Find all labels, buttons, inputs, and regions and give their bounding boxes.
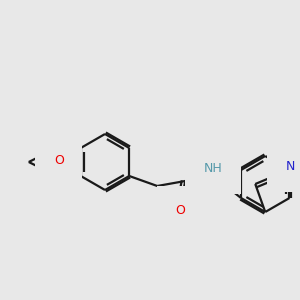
Text: O: O [54, 158, 64, 170]
Text: O: O [175, 205, 185, 218]
Text: O: O [54, 154, 64, 166]
Text: N: N [286, 160, 295, 173]
Text: NH: NH [204, 163, 223, 176]
